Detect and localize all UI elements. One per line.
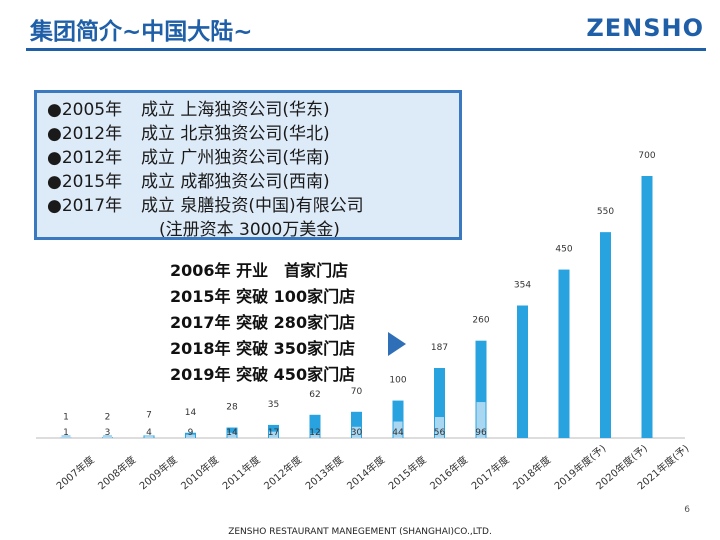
total-value-label: 100 — [389, 376, 406, 386]
total-bar — [641, 176, 653, 438]
new-bar — [186, 434, 195, 438]
company-history-box: ●2005年 成立 上海独资公司(华东) ●2012年 成立 北京独资公司(华北) … — [34, 90, 462, 240]
history-row: ●2012年 成立 北京独资公司(华北) — [47, 119, 330, 144]
new-bar — [103, 435, 112, 438]
history-row: ●2015年 成立 成都独资公司(西南) — [47, 167, 330, 192]
total-value-label: 550 — [597, 207, 614, 217]
new-value-label: 56 — [434, 428, 446, 438]
header-divider — [26, 48, 706, 51]
total-value-label: 450 — [555, 245, 572, 255]
total-value-label: 14 — [185, 408, 197, 418]
total-bar — [600, 232, 611, 438]
total-value-label: 70 — [351, 387, 363, 397]
new-value-label: 44 — [392, 428, 404, 438]
new-bar — [269, 431, 278, 438]
milestone-item: 2017年 突破 280家门店 — [170, 313, 356, 332]
history-year: ●2012年 — [47, 148, 123, 168]
new-bar — [61, 435, 71, 438]
x-tick-label: 2015年度 — [386, 453, 429, 492]
capital-note: (注册资本 3000万美金) — [159, 220, 340, 240]
milestone-item: 2019年 突破 450家门店 — [170, 365, 356, 384]
total-bar — [268, 424, 279, 438]
new-value-label: 3 — [105, 428, 111, 438]
total-value-label: 28 — [226, 403, 238, 413]
total-value-label: 260 — [472, 316, 489, 326]
total-bar — [558, 269, 570, 438]
history-row: ●2017年 成立 泉膳投资(中国)有限公司 — [47, 191, 364, 216]
play-arrow-icon — [388, 332, 406, 356]
history-row: ●2005年 成立 上海独资公司(华东) — [47, 95, 330, 120]
history-year: ●2015年 — [47, 172, 123, 192]
new-bar — [352, 426, 361, 438]
history-text: 成立 成都独资公司(西南) — [141, 172, 330, 192]
total-bar — [434, 368, 445, 438]
new-value-label: 30 — [351, 428, 363, 438]
total-bar — [351, 411, 362, 438]
new-value-label: 14 — [226, 428, 238, 438]
x-tick-label: 2009年度 — [137, 453, 180, 492]
history-text: 成立 泉膳投资(中国)有限公司 — [141, 196, 364, 216]
new-bar — [144, 435, 154, 438]
milestone-item: 2006年 开业 首家门店 — [170, 261, 349, 280]
x-tick-label: 2008年度 — [95, 453, 138, 492]
new-value-label: 1 — [63, 428, 69, 438]
milestone-item: 2018年 突破 350家门店 — [170, 339, 356, 358]
page-number: 6 — [684, 505, 690, 515]
x-tick-label: 2014年度 — [344, 453, 387, 492]
milestone-list: 2006年 开业 首家门店 2015年 突破 100家门店 2017年 突破 2… — [170, 258, 355, 388]
total-value-label: 354 — [514, 281, 531, 291]
new-value-label: 96 — [475, 428, 487, 438]
new-value-label: 4 — [146, 428, 152, 438]
history-text: 成立 上海独资公司(华东) — [141, 100, 330, 120]
history-text: 成立 北京独资公司(华北) — [141, 124, 330, 144]
total-bar — [309, 414, 321, 438]
page-title: 集团简介~中国大陆~ — [30, 19, 253, 45]
total-value-label: 62 — [309, 390, 320, 400]
x-tick-label: 2010年度 — [178, 453, 221, 492]
x-tick-label: 2018年度 — [510, 453, 553, 492]
history-year: ●2005年 — [47, 100, 123, 120]
x-tick-label: 2007年度 — [54, 453, 97, 492]
new-bar — [476, 402, 486, 438]
x-tick-label: 2016年度 — [427, 453, 470, 492]
history-year: ●2012年 — [47, 124, 123, 144]
total-value-label: 187 — [431, 343, 448, 353]
total-value-label: 700 — [638, 151, 655, 161]
total-value-label: 1 — [63, 413, 69, 423]
history-text: 成立 广州独资公司(华南) — [141, 148, 330, 168]
new-bar — [310, 433, 320, 438]
history-year: ●2017年 — [47, 196, 123, 216]
milestone-item: 2015年 突破 100家门店 — [170, 287, 356, 306]
zensho-logo: ZENSHO — [586, 14, 704, 42]
total-bar — [475, 340, 487, 438]
x-tick-label: 2011年度 — [220, 453, 263, 492]
total-value-label: 35 — [268, 400, 279, 410]
total-bar — [392, 400, 404, 438]
total-value-label: 2 — [105, 412, 111, 422]
new-bar — [227, 432, 237, 438]
history-row: ●2012年 成立 广州独资公司(华南) — [47, 143, 330, 168]
x-tick-label: 2017年度 — [469, 453, 512, 492]
total-value-label: 7 — [146, 410, 152, 420]
new-bar — [435, 417, 444, 438]
total-bar — [517, 305, 528, 438]
new-value-label: 17 — [268, 428, 279, 438]
new-value-label: 9 — [188, 428, 194, 438]
footer-company: ZENSHO RESTAURANT MANEGEMENT (SHANGHAI)C… — [228, 527, 492, 537]
x-tick-label: 2013年度 — [303, 453, 346, 492]
x-tick-label: 2012年度 — [261, 453, 304, 492]
new-bar — [393, 421, 403, 438]
new-value-label: 12 — [309, 428, 320, 438]
